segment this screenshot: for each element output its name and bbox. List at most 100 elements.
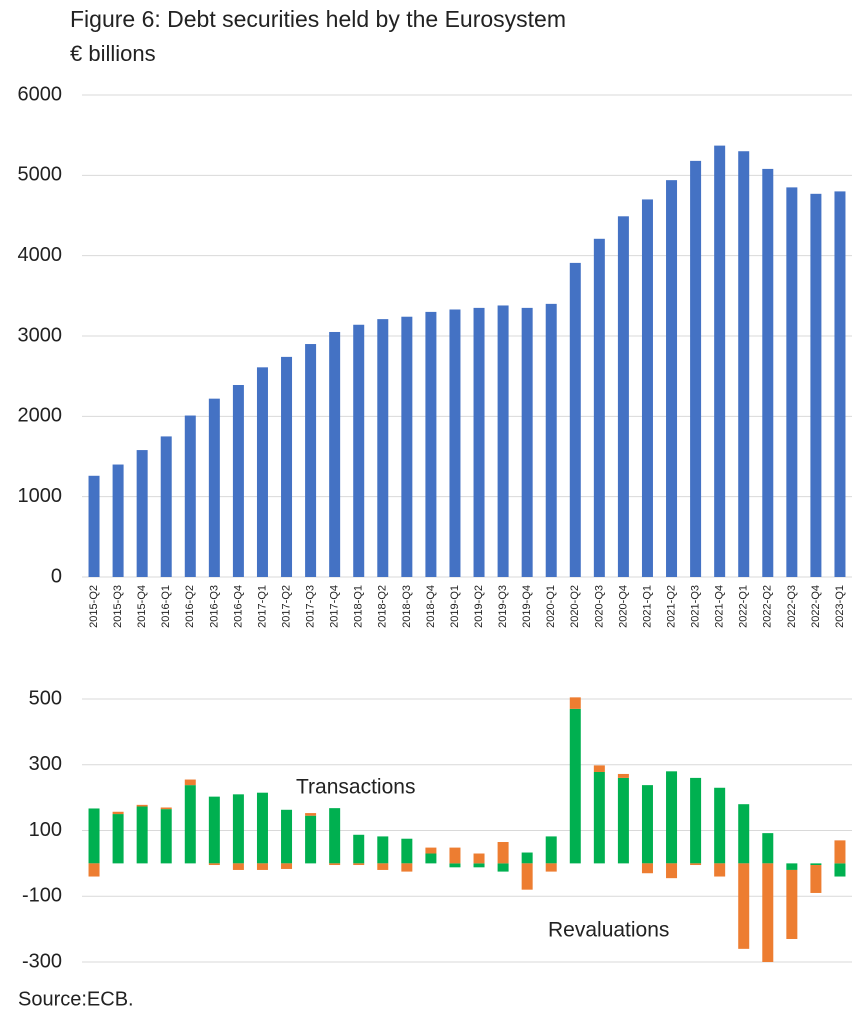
bar	[136, 450, 148, 577]
bar-segment	[641, 785, 653, 864]
bar	[810, 193, 822, 577]
bar-segment	[112, 814, 124, 864]
bar-segment	[690, 777, 702, 864]
x-tick-label: 2015-Q3	[112, 585, 124, 628]
y-tick-label: -100	[22, 885, 62, 907]
y-tick-label: 100	[29, 819, 62, 841]
bar	[521, 307, 533, 577]
x-tick-label: 2019-Q2	[473, 585, 485, 628]
bar-segment	[112, 811, 124, 815]
bar-segment	[593, 771, 605, 864]
x-tick-label: 2019-Q1	[449, 585, 461, 628]
bar-segment	[329, 863, 341, 866]
bar	[329, 331, 341, 577]
bar-segment	[666, 863, 678, 879]
annotation: Transactions	[296, 776, 415, 799]
bar-segment	[834, 840, 846, 864]
x-tick-label: 2018-Q2	[377, 585, 389, 628]
bar	[281, 356, 293, 577]
bar-segment	[593, 765, 605, 772]
bar-segment	[305, 815, 317, 864]
bar	[834, 191, 846, 577]
bar-segment	[545, 836, 557, 864]
x-tick-label: 2016-Q2	[184, 585, 196, 628]
bar	[88, 475, 100, 577]
bar-segment	[401, 838, 413, 864]
bar-segment	[690, 863, 702, 866]
bar-segment	[810, 863, 822, 866]
x-tick-label: 2021-Q4	[714, 585, 726, 628]
bar	[256, 367, 268, 577]
bar-segment	[136, 804, 148, 807]
bar	[593, 238, 605, 577]
bar-segment	[353, 834, 365, 864]
bar	[425, 311, 437, 577]
x-tick-label: 2016-Q4	[232, 585, 244, 628]
x-tick-label: 2021-Q2	[665, 585, 677, 628]
bar-segment	[208, 863, 220, 866]
bar-segment	[738, 804, 750, 864]
y-tick-label: 500	[29, 687, 62, 709]
x-tick-label: 2021-Q3	[690, 585, 702, 628]
bar	[112, 464, 124, 577]
bar-segment	[88, 863, 100, 877]
bar-segment	[810, 865, 822, 893]
x-tick-label: 2018-Q1	[353, 585, 365, 628]
bar	[305, 344, 317, 577]
bar	[449, 309, 461, 577]
y-tick-label: 1000	[18, 485, 63, 507]
x-tick-label: 2016-Q3	[208, 585, 220, 628]
bar-segment	[136, 806, 148, 864]
bar	[762, 168, 774, 577]
y-tick-label: 0	[51, 565, 62, 587]
bar-segment	[762, 833, 774, 864]
y-tick-label: 4000	[18, 244, 63, 266]
bar	[786, 187, 798, 577]
bar-segment	[208, 796, 220, 864]
bar-segment	[160, 809, 172, 864]
bar-segment	[377, 836, 389, 864]
bar-segment	[666, 771, 678, 864]
annotation: Revaluations	[548, 919, 669, 942]
bar-segment	[473, 853, 485, 864]
y-tick-label: -300	[22, 950, 62, 972]
bar	[377, 319, 389, 577]
x-tick-label: 2018-Q4	[425, 585, 437, 628]
bar	[208, 398, 220, 577]
bar-segment	[256, 863, 268, 870]
bar	[184, 415, 196, 577]
bar	[401, 316, 413, 577]
bar-segment	[641, 863, 653, 874]
bar-segment	[786, 869, 798, 939]
bar-segment	[232, 794, 244, 864]
bar	[545, 303, 557, 577]
x-tick-label: 2016-Q1	[160, 585, 172, 628]
bar	[160, 436, 172, 577]
source-note: Source:ECB.	[18, 988, 134, 1010]
bar-segment	[353, 863, 365, 866]
bar	[666, 180, 678, 578]
x-tick-label: 2022-Q3	[786, 585, 798, 628]
bar-segment	[738, 863, 750, 949]
bar-segment	[160, 807, 172, 810]
bar-segment	[762, 863, 774, 962]
bar-segment	[497, 842, 509, 864]
bar	[617, 216, 629, 577]
bar	[641, 199, 653, 577]
x-tick-label: 2020-Q3	[593, 585, 605, 628]
bar-segment	[377, 863, 389, 870]
bar	[473, 307, 485, 577]
y-tick-label: 300	[29, 753, 62, 775]
x-tick-label: 2015-Q4	[136, 585, 148, 628]
bar-segment	[786, 863, 798, 870]
x-tick-label: 2020-Q1	[545, 585, 557, 628]
x-tick-label: 2017-Q1	[256, 585, 268, 628]
bar-segment	[569, 697, 581, 709]
x-tick-label: 2017-Q4	[329, 585, 341, 628]
bar-segment	[834, 863, 846, 877]
x-tick-label: 2019-Q4	[521, 585, 533, 628]
x-tick-label: 2015-Q2	[88, 585, 100, 628]
bar-segment	[617, 773, 629, 778]
bar-segment	[281, 809, 293, 864]
